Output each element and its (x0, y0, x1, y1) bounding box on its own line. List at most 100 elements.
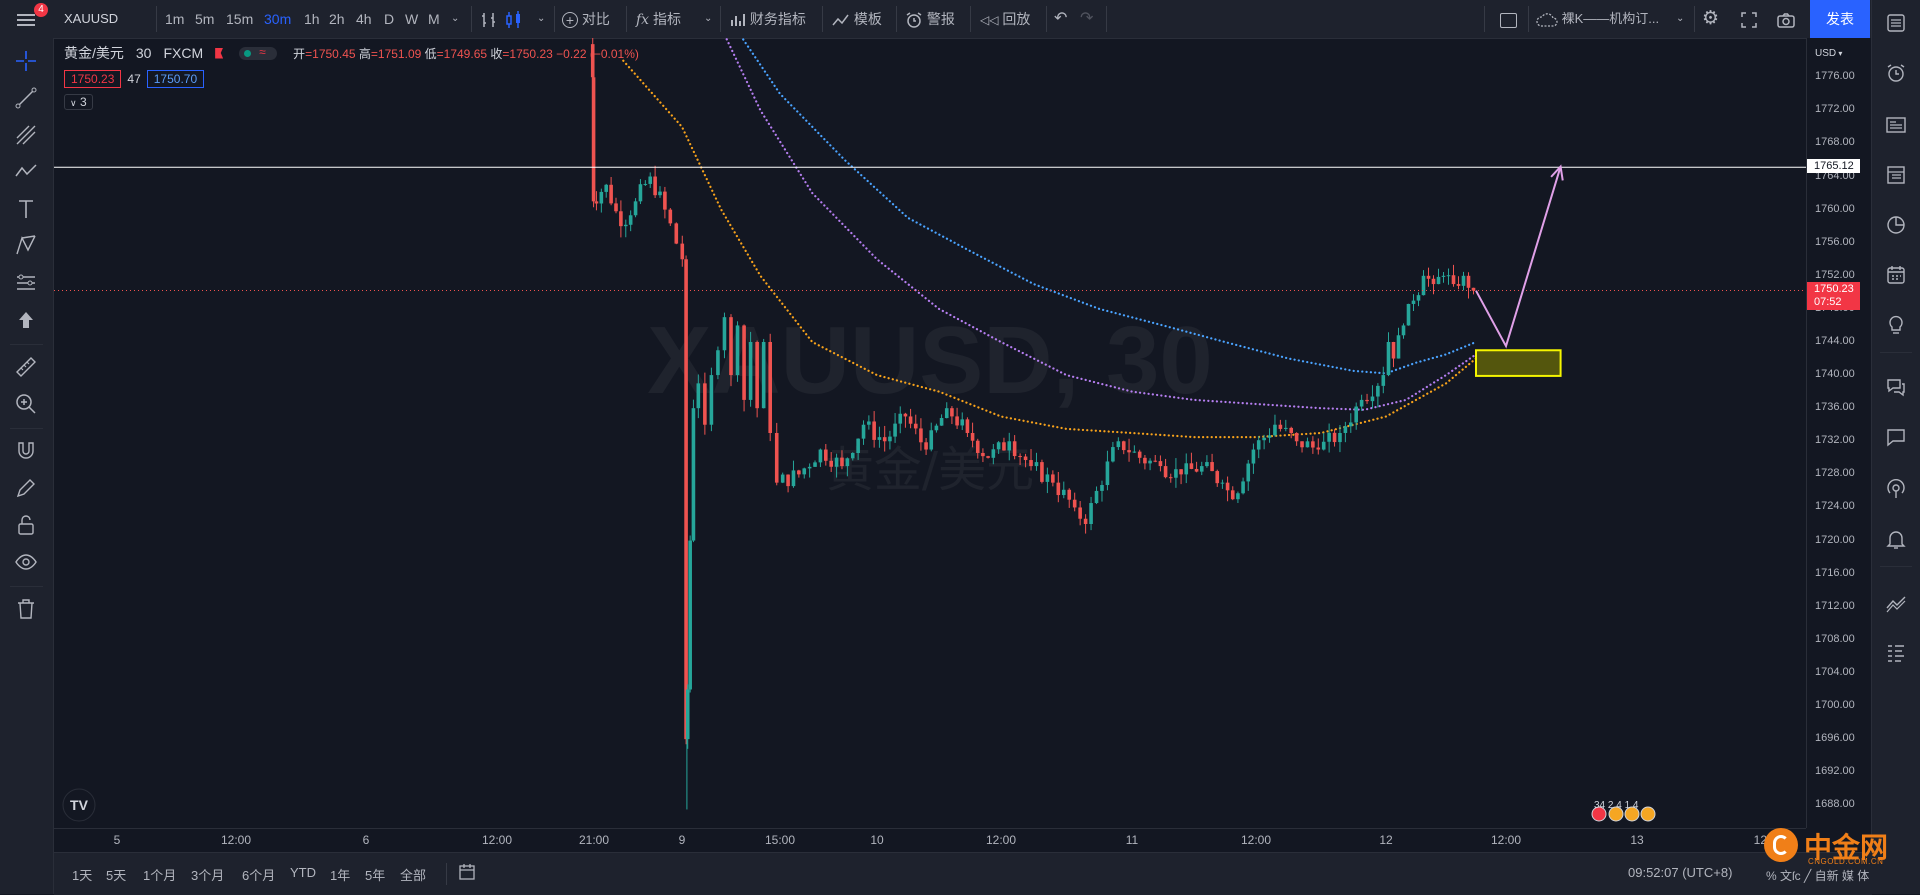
chart-type-chevron-icon[interactable]: ⌄ (537, 13, 546, 24)
fullscreen-button[interactable] (1740, 0, 1758, 38)
candle-body[interactable] (1089, 503, 1093, 525)
candle-body[interactable] (1029, 460, 1033, 467)
candle-body[interactable] (877, 437, 882, 440)
candle-body[interactable] (1381, 375, 1386, 386)
candle-body[interactable] (1127, 450, 1131, 453)
candle-body[interactable] (1305, 441, 1310, 448)
candle-body[interactable] (1137, 451, 1142, 458)
snapshot-button[interactable] (1776, 0, 1796, 38)
candle-body[interactable] (1034, 462, 1039, 467)
candle-body[interactable] (1321, 441, 1326, 450)
candle-body[interactable] (1210, 462, 1214, 472)
candle-body[interactable] (1316, 447, 1321, 450)
candle-body[interactable] (975, 440, 980, 453)
candle-body[interactable] (1045, 474, 1050, 482)
candle-body[interactable] (850, 453, 855, 459)
candle-body[interactable] (1002, 442, 1006, 451)
candle-body[interactable] (1451, 275, 1456, 285)
range-5[interactable]: YTD (290, 865, 316, 880)
candle-body[interactable] (1262, 437, 1266, 441)
candle-body[interactable] (1441, 275, 1446, 277)
alerts-panel-button[interactable] (1883, 60, 1909, 86)
interval-5m[interactable]: 5m (195, 11, 215, 27)
candle-body[interactable] (1343, 426, 1348, 433)
candle-body[interactable] (1067, 489, 1072, 500)
candle-body[interactable] (1153, 460, 1158, 462)
event-markers[interactable]: 34 2 4 1 4 (1591, 800, 1656, 822)
compare-button[interactable]: + 对比 (562, 0, 610, 38)
candle-body[interactable] (1348, 422, 1353, 427)
candle-body[interactable] (590, 44, 595, 78)
candle-body[interactable] (1194, 468, 1199, 472)
candle-body[interactable] (648, 176, 653, 184)
candle-body[interactable] (939, 418, 944, 426)
candle-body[interactable] (696, 383, 701, 409)
candle-body[interactable] (1143, 457, 1147, 464)
calendar-button[interactable] (1883, 262, 1909, 288)
candle-body[interactable] (1332, 432, 1337, 443)
candle-body[interactable] (1132, 451, 1137, 453)
candle-body[interactable] (872, 421, 876, 440)
candle-body[interactable] (996, 442, 1001, 450)
indicators-chevron-icon[interactable]: ⌄ (704, 13, 713, 24)
candle-body[interactable] (1040, 462, 1044, 482)
candle-body[interactable] (774, 433, 779, 483)
candle-body[interactable] (1391, 341, 1396, 359)
candle-body[interactable] (591, 77, 596, 202)
candle-body[interactable] (604, 184, 609, 192)
remove-drawings-tool[interactable] (13, 596, 39, 622)
candle-body[interactable] (1456, 284, 1461, 286)
hotlist-button[interactable] (1883, 212, 1909, 238)
candle-body[interactable] (1116, 441, 1121, 448)
candles-style-button[interactable] (504, 0, 524, 38)
candle-body[interactable] (1083, 518, 1088, 525)
interval-30m[interactable]: 30m (264, 11, 292, 27)
candle-body[interactable] (1251, 449, 1256, 464)
candle-body[interactable] (653, 176, 657, 196)
logo-button[interactable]: TV (62, 788, 96, 822)
candle-body[interactable] (614, 203, 618, 212)
candle-body[interactable] (1421, 275, 1426, 296)
candle-body[interactable] (609, 184, 613, 204)
candle-body[interactable] (818, 449, 823, 463)
candle-body[interactable] (929, 430, 934, 450)
candle-body[interactable] (1471, 287, 1476, 291)
candle-body[interactable] (716, 350, 720, 376)
news-button[interactable] (1883, 112, 1909, 138)
projection-arrow[interactable] (1475, 164, 1564, 349)
clock[interactable]: 09:52:07 (UTC+8) (1628, 865, 1733, 880)
candle-body[interactable] (970, 433, 975, 441)
candle-body[interactable] (1338, 433, 1342, 443)
ask-price-button[interactable]: 1750.70 (146, 70, 205, 88)
candle-body[interactable] (1431, 278, 1436, 285)
legend-title[interactable]: 黄金/美元 (64, 45, 124, 61)
text-tool[interactable] (13, 196, 39, 222)
candle-body[interactable] (1023, 456, 1028, 461)
interval-dropdown-chevron-icon[interactable]: ⌄ (451, 13, 460, 24)
candle-body[interactable] (888, 436, 892, 442)
dom-button[interactable] (1883, 640, 1909, 666)
candle-body[interactable] (638, 184, 643, 202)
candle-body[interactable] (1220, 482, 1225, 484)
candle-body[interactable] (1072, 499, 1077, 508)
magnet-tool[interactable] (13, 438, 39, 464)
candle-body[interactable] (898, 413, 903, 424)
candle-body[interactable] (1236, 493, 1240, 500)
demand-zone-rectangle[interactable] (1475, 349, 1562, 377)
candle-body[interactable] (742, 325, 746, 400)
candle-body[interactable] (861, 424, 866, 439)
price-chart[interactable]: XAUUSD, 30 黄金/美元 TV 34 2 4 1 4 (54, 38, 1806, 828)
candle-body[interactable] (680, 243, 685, 260)
candle-body[interactable] (845, 458, 850, 467)
candle-body[interactable] (768, 341, 772, 433)
candle-body[interactable] (1354, 406, 1359, 423)
candle-body[interactable] (965, 419, 970, 433)
candle-body[interactable] (628, 215, 633, 225)
candle-body[interactable] (703, 383, 707, 425)
candle-body[interactable] (1148, 460, 1152, 464)
goto-date-button[interactable] (458, 863, 478, 884)
candle-body[interactable] (633, 201, 638, 216)
candle-body[interactable] (944, 408, 949, 419)
currency-selector[interactable]: USD ▾ (1815, 48, 1855, 62)
candle-body[interactable] (755, 341, 759, 409)
